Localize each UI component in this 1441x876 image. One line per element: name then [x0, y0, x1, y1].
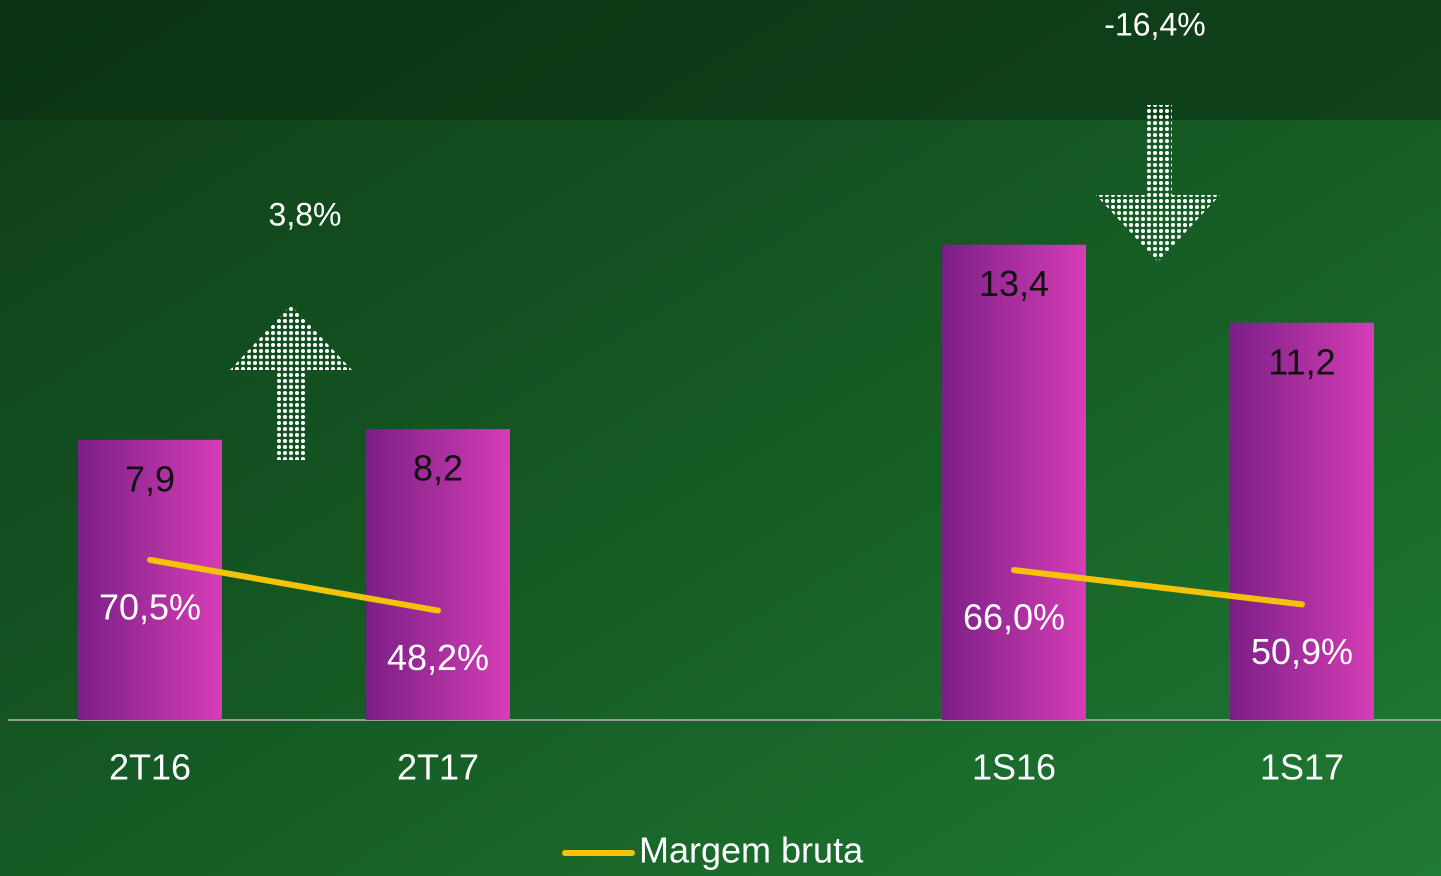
- bar: [78, 439, 222, 720]
- bar: [366, 429, 510, 720]
- line: [147, 556, 1305, 614]
- annotation: 3,8%: [269, 196, 342, 232]
- x-tick-label: 1S16: [972, 747, 1056, 788]
- x-tick-label: 1S17: [1260, 747, 1344, 788]
- value-label: 8,2: [413, 448, 463, 489]
- value-label: 66,0%: [963, 597, 1065, 638]
- value-label: 50,9%: [1251, 631, 1353, 672]
- legend-label: Margem bruta: [639, 830, 864, 871]
- bar: [942, 244, 1086, 720]
- value-label: 48,2%: [387, 637, 489, 678]
- value-label: 11,2: [1268, 341, 1335, 382]
- x-tick-label: 2T17: [397, 747, 479, 788]
- value-label: 13,4: [979, 263, 1049, 304]
- down-arrow: [1096, 105, 1220, 262]
- annotation: -16,4%: [1104, 6, 1205, 42]
- x-tick-label: 2T16: [109, 747, 191, 788]
- value-label: 70,5%: [99, 586, 201, 627]
- bar: [1230, 322, 1374, 720]
- value-label: 7,9: [125, 458, 175, 499]
- up-arrow: [230, 305, 352, 460]
- background-shade: [0, 0, 1441, 120]
